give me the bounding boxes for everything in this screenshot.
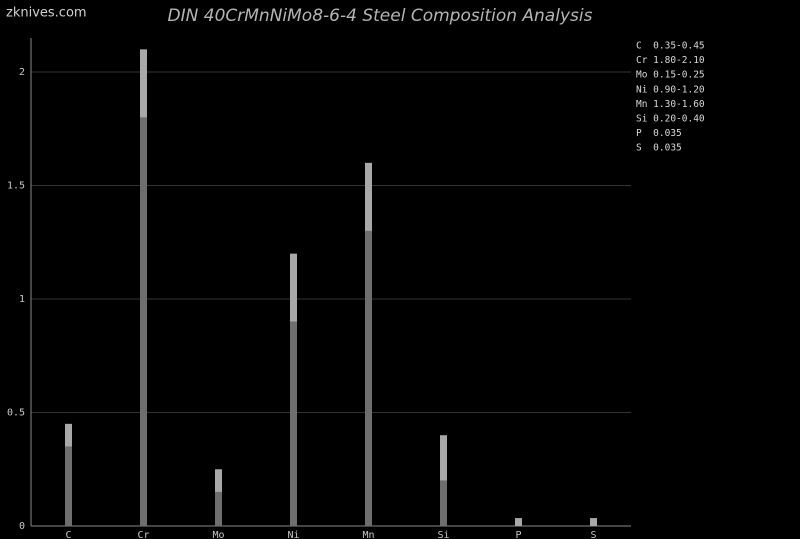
bar-segment — [215, 469, 222, 492]
bar-segment — [590, 518, 597, 526]
y-tick-label: 1.5 — [7, 181, 25, 192]
x-tick-label: Mo — [212, 530, 224, 539]
bar-segment — [290, 321, 297, 526]
bar-segment — [140, 117, 147, 526]
bar-segment — [65, 446, 72, 526]
y-tick-label: 0.5 — [7, 408, 25, 419]
bar-segment — [440, 480, 447, 526]
x-tick-label: P — [515, 530, 521, 539]
bar-segment — [65, 423, 72, 447]
chart-title: DIN 40CrMnNiMo8-6-4 Steel Composition An… — [168, 6, 593, 26]
annotation: Mo 0.15-0.25 — [636, 70, 705, 81]
annotation: Ni 0.90-1.20 — [636, 84, 705, 95]
x-tick-label: S — [590, 530, 596, 539]
bar-segment — [365, 162, 372, 231]
bar-segment — [365, 230, 372, 526]
annotation: S 0.035 — [636, 143, 682, 154]
annotation: Mn 1.30-1.60 — [636, 99, 705, 110]
bar-segment — [440, 435, 447, 481]
annotation: C 0.35-0.45 — [636, 41, 705, 52]
x-tick-label: Ni — [287, 530, 299, 539]
x-tick-label: C — [65, 530, 71, 539]
annotation: Si 0.20-0.40 — [636, 114, 705, 125]
bar-segment — [140, 49, 147, 118]
x-tick-label: Cr — [137, 530, 149, 539]
watermark: zknives.com — [6, 6, 87, 21]
bar-segment — [290, 253, 297, 322]
y-tick-label: 2 — [19, 67, 25, 78]
y-tick-label: 0 — [19, 521, 25, 532]
annotation: P 0.035 — [636, 128, 682, 139]
y-tick-label: 1 — [19, 294, 25, 305]
x-tick-label: Si — [437, 530, 449, 539]
bar-segment — [215, 491, 222, 526]
bar-segment — [515, 518, 522, 526]
annotation: Cr 1.80-2.10 — [636, 55, 705, 66]
x-tick-label: Mn — [362, 530, 374, 539]
